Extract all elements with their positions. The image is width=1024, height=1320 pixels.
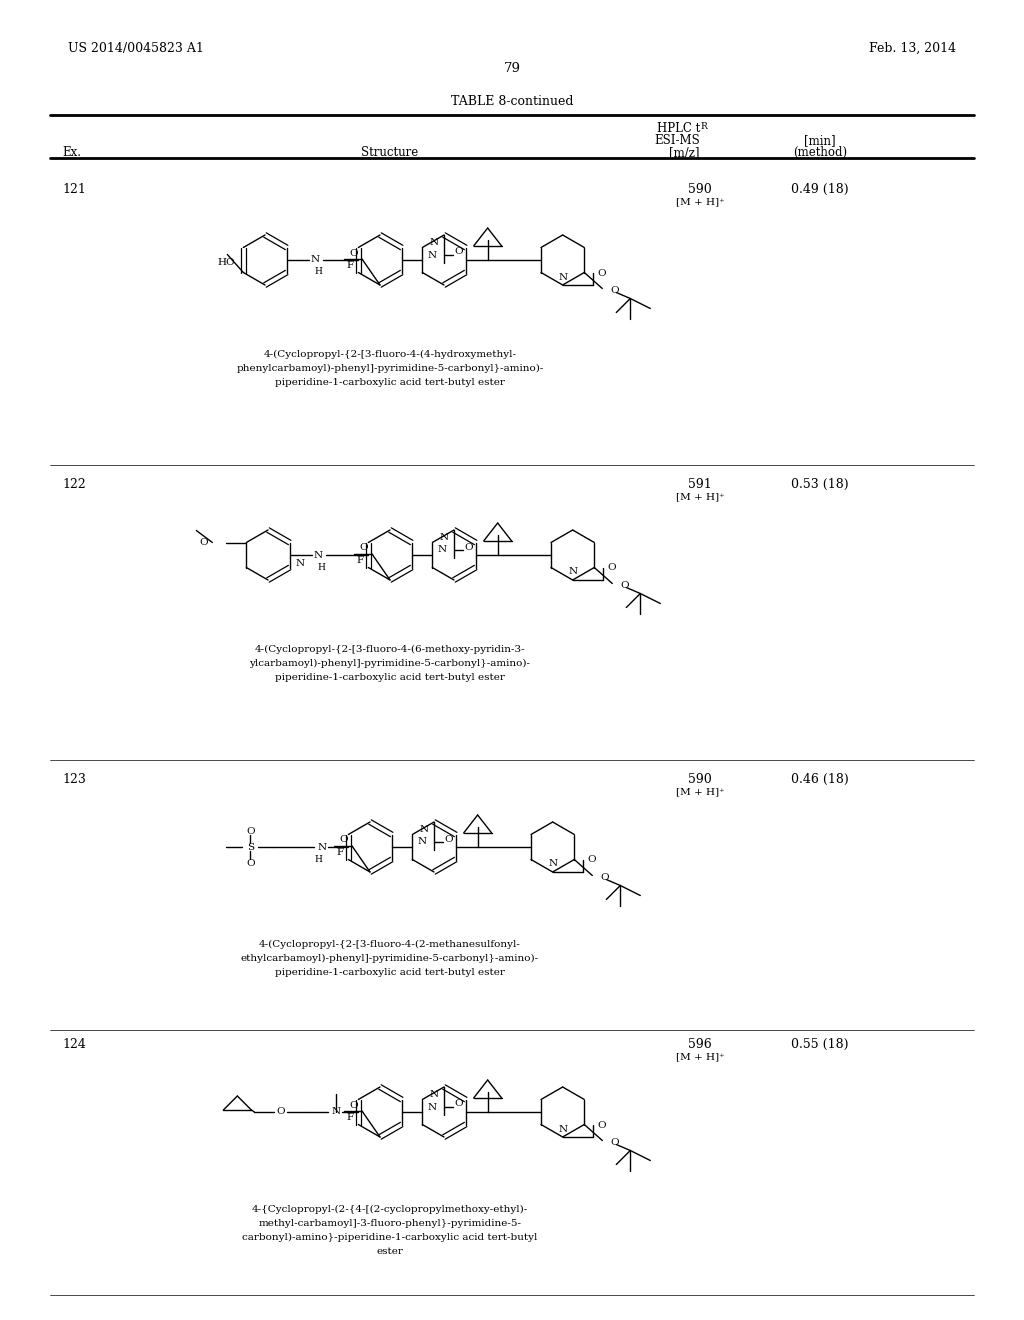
- Text: 0.49 (18): 0.49 (18): [792, 183, 849, 195]
- Text: O: O: [359, 544, 369, 553]
- Text: F: F: [356, 556, 364, 565]
- Text: O: O: [588, 855, 596, 865]
- Text: 0.55 (18): 0.55 (18): [792, 1038, 849, 1051]
- Text: piperidine-1-carboxylic acid tert-butyl ester: piperidine-1-carboxylic acid tert-butyl …: [275, 968, 505, 977]
- Text: F: F: [346, 261, 353, 271]
- Text: Feb. 13, 2014: Feb. 13, 2014: [869, 42, 956, 55]
- Text: piperidine-1-carboxylic acid tert-butyl ester: piperidine-1-carboxylic acid tert-butyl …: [275, 378, 505, 387]
- Text: N: N: [313, 550, 323, 560]
- Text: 122: 122: [62, 478, 86, 491]
- Text: 123: 123: [62, 774, 86, 785]
- Text: N: N: [568, 568, 578, 577]
- Text: [M + H]⁺: [M + H]⁺: [676, 197, 724, 206]
- Text: 4-(Cyclopropyl-{2-[3-fluoro-4-(6-methoxy-pyridin-3-: 4-(Cyclopropyl-{2-[3-fluoro-4-(6-methoxy…: [255, 645, 525, 655]
- Text: HPLC t: HPLC t: [656, 121, 700, 135]
- Text: O: O: [621, 581, 629, 590]
- Text: N: N: [420, 825, 429, 834]
- Text: ethylcarbamoyl)-phenyl]-pyrimidine-5-carbonyl}-amino)-: ethylcarbamoyl)-phenyl]-pyrimidine-5-car…: [241, 954, 539, 964]
- Text: ESI-MS: ESI-MS: [654, 135, 700, 147]
- Text: 590: 590: [688, 774, 712, 785]
- Text: 4-{Cyclopropyl-(2-{4-[(2-cyclopropylmethoxy-ethyl)-: 4-{Cyclopropyl-(2-{4-[(2-cyclopropylmeth…: [252, 1205, 528, 1214]
- Text: N: N: [430, 1090, 439, 1100]
- Text: O: O: [349, 1101, 358, 1110]
- Text: O: O: [340, 836, 348, 845]
- Text: O: O: [349, 248, 358, 257]
- Text: 596: 596: [688, 1038, 712, 1051]
- Text: 0.53 (18): 0.53 (18): [792, 478, 849, 491]
- Text: N: N: [558, 1125, 567, 1134]
- Text: S: S: [247, 842, 254, 851]
- Text: O: O: [607, 564, 616, 573]
- Text: O: O: [454, 248, 463, 256]
- Text: [M + H]⁺: [M + H]⁺: [676, 1052, 724, 1061]
- Text: 79: 79: [504, 62, 520, 75]
- Text: O: O: [598, 268, 606, 277]
- Text: 591: 591: [688, 478, 712, 491]
- Text: US 2014/0045823 A1: US 2014/0045823 A1: [68, 42, 204, 55]
- Text: O: O: [454, 1100, 463, 1109]
- Text: N: N: [317, 842, 327, 851]
- Text: 121: 121: [62, 183, 86, 195]
- Text: N: N: [430, 238, 439, 247]
- Text: O: O: [598, 1121, 606, 1130]
- Text: F: F: [336, 847, 343, 857]
- Text: phenylcarbamoyl)-phenyl]-pyrimidine-5-carbonyl}-amino)-: phenylcarbamoyl)-phenyl]-pyrimidine-5-ca…: [237, 364, 544, 374]
- Text: O: O: [610, 1138, 618, 1147]
- Text: 590: 590: [688, 183, 712, 195]
- Text: [min]: [min]: [804, 135, 836, 147]
- Text: O: O: [246, 858, 255, 867]
- Text: ester: ester: [377, 1247, 403, 1257]
- Text: N: N: [558, 272, 567, 281]
- Text: N: N: [296, 558, 305, 568]
- Text: TABLE 8-continued: TABLE 8-continued: [451, 95, 573, 108]
- Text: O: O: [610, 286, 618, 294]
- Text: (method): (method): [793, 147, 847, 158]
- Text: [m/z]: [m/z]: [670, 147, 700, 158]
- Text: N: N: [310, 256, 319, 264]
- Text: Structure: Structure: [361, 147, 419, 158]
- Text: O: O: [200, 539, 208, 546]
- Text: N: N: [427, 1102, 436, 1111]
- Text: N: N: [437, 545, 446, 554]
- Text: HO: HO: [218, 257, 236, 267]
- Text: piperidine-1-carboxylic acid tert-butyl ester: piperidine-1-carboxylic acid tert-butyl …: [275, 673, 505, 682]
- Text: 124: 124: [62, 1038, 86, 1051]
- Text: F: F: [346, 1113, 353, 1122]
- Text: methyl-carbamoyl]-3-fluoro-phenyl}-pyrimidine-5-: methyl-carbamoyl]-3-fluoro-phenyl}-pyrim…: [258, 1218, 521, 1228]
- Text: [M + H]⁺: [M + H]⁺: [676, 492, 724, 502]
- Text: H: H: [317, 562, 326, 572]
- Text: N: N: [440, 533, 449, 543]
- Text: N: N: [418, 837, 426, 846]
- Text: [M + H]⁺: [M + H]⁺: [676, 787, 724, 796]
- Text: H: H: [314, 854, 323, 863]
- Text: O: O: [444, 834, 453, 843]
- Text: R: R: [700, 121, 707, 131]
- Text: 4-(Cyclopropyl-{2-[3-fluoro-4-(2-methanesulfonyl-: 4-(Cyclopropyl-{2-[3-fluoro-4-(2-methane…: [259, 940, 521, 949]
- Text: ylcarbamoyl)-phenyl]-pyrimidine-5-carbonyl}-amino)-: ylcarbamoyl)-phenyl]-pyrimidine-5-carbon…: [250, 659, 530, 668]
- Text: H: H: [314, 268, 323, 276]
- Text: N: N: [331, 1107, 340, 1117]
- Text: N: N: [427, 251, 436, 260]
- Text: Ex.: Ex.: [62, 147, 81, 158]
- Text: 4-(Cyclopropyl-{2-[3-fluoro-4-(4-hydroxymethyl-: 4-(Cyclopropyl-{2-[3-fluoro-4-(4-hydroxy…: [263, 350, 516, 359]
- Text: O: O: [276, 1107, 285, 1117]
- Text: O: O: [464, 543, 473, 552]
- Text: carbonyl)-amino}-piperidine-1-carboxylic acid tert-butyl: carbonyl)-amino}-piperidine-1-carboxylic…: [243, 1233, 538, 1242]
- Text: 0.46 (18): 0.46 (18): [792, 774, 849, 785]
- Text: O: O: [246, 826, 255, 836]
- Text: N: N: [548, 859, 557, 869]
- Text: O: O: [600, 873, 609, 882]
